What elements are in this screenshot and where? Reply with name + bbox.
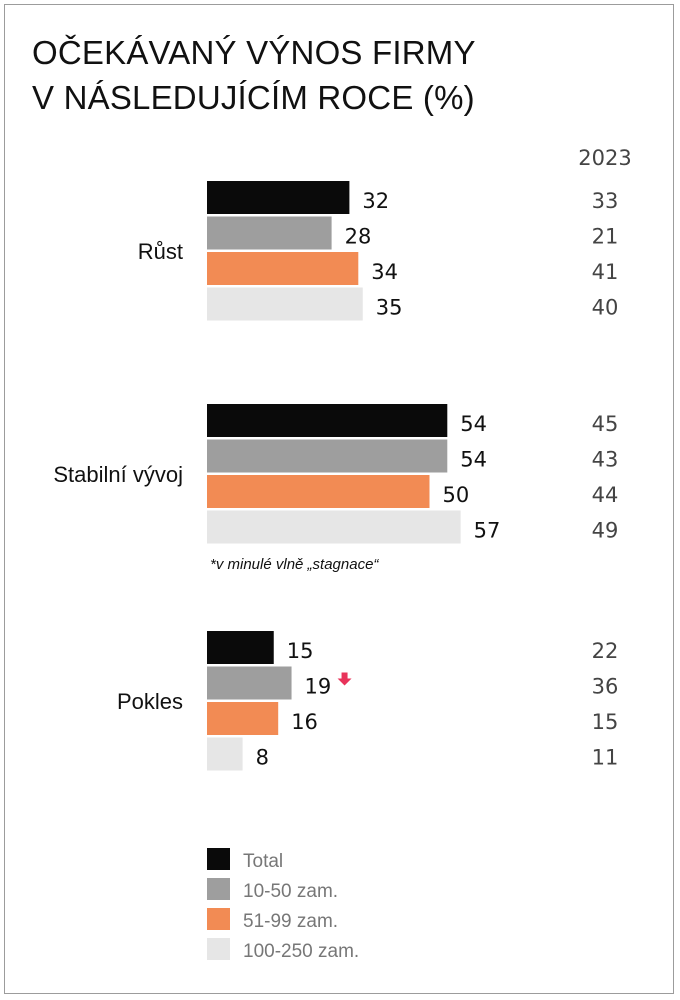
legend-label-51-99-zam: 51-99 zam. [243, 911, 338, 932]
comparison-value-rust-10-50-zam: 21 [592, 225, 619, 249]
bar-rust-51-99-zam [207, 252, 359, 285]
bar-stabilni-vyvoj-100-250-zam [207, 510, 461, 544]
chart-title: OČEKÁVANÝ VÝNOS FIRMY V NÁSLEDUJÍCÍM ROC… [32, 30, 476, 120]
comparison-value-stabilni-vyvoj-100-250-zam: 49 [592, 519, 619, 543]
bar-rust-total [207, 181, 350, 214]
comparison-value-pokles-100-250-zam: 11 [592, 746, 619, 770]
data-label-stabilni-vyvoj-total: 54 [460, 412, 487, 436]
bar-rust-100-250-zam [207, 287, 363, 321]
data-label-rust-10-50-zam: 28 [345, 225, 372, 249]
category-label-pokles: Pokles [117, 689, 183, 714]
bar-pokles-10-50-zam [207, 666, 292, 700]
legend-swatch-total [207, 848, 230, 870]
footnote-stagnace: *v minulé vlně „stagnace“ [210, 556, 379, 573]
bar-pokles-51-99-zam [207, 702, 279, 735]
bar-pokles-100-250-zam [207, 737, 243, 771]
bar-rust-10-50-zam [207, 216, 332, 250]
data-label-stabilni-vyvoj-10-50-zam: 54 [460, 448, 487, 472]
comparison-value-rust-51-99-zam: 41 [592, 260, 619, 284]
data-label-pokles-total: 15 [287, 639, 314, 663]
comparison-value-rust-100-250-zam: 40 [592, 296, 619, 320]
category-label-rust: Růst [138, 239, 183, 264]
down-arrow-icon [337, 672, 352, 686]
legend-label-100-250-zam: 100-250 zam. [243, 941, 359, 962]
bar-stabilni-vyvoj-51-99-zam [207, 475, 430, 508]
comparison-value-stabilni-vyvoj-51-99-zam: 44 [592, 483, 619, 507]
data-label-pokles-10-50-zam: 19 [305, 675, 332, 699]
comparison-value-pokles-51-99-zam: 15 [592, 710, 619, 734]
legend-swatch-100-250-zam [207, 938, 230, 960]
legend-label-10-50-zam: 10-50 zam. [243, 881, 338, 902]
comparison-value-stabilni-vyvoj-10-50-zam: 43 [592, 448, 619, 472]
legend-label-total: Total [243, 851, 283, 872]
legend-swatch-51-99-zam [207, 908, 230, 930]
bar-stabilni-vyvoj-10-50-zam [207, 439, 448, 473]
title-line-1: OČEKÁVANÝ VÝNOS FIRMY [32, 34, 476, 71]
data-label-rust-total: 32 [362, 189, 389, 213]
title-line-2: V NÁSLEDUJÍCÍM ROCE (%) [32, 79, 475, 116]
bar-pokles-total [207, 631, 274, 664]
comparison-value-rust-total: 33 [592, 189, 619, 213]
chart-frame [4, 4, 674, 994]
comparison-header: 2023 [578, 146, 631, 170]
data-label-stabilni-vyvoj-51-99-zam: 50 [443, 483, 470, 507]
data-label-pokles-100-250-zam: 8 [256, 746, 269, 770]
data-label-stabilni-vyvoj-100-250-zam: 57 [474, 519, 501, 543]
category-label-stabilni-vyvoj: Stabilní vývoj [53, 462, 183, 487]
data-label-rust-100-250-zam: 35 [376, 296, 403, 320]
data-label-rust-51-99-zam: 34 [371, 260, 398, 284]
comparison-value-pokles-10-50-zam: 36 [592, 675, 619, 699]
legend-swatch-10-50-zam [207, 878, 230, 900]
comparison-value-stabilni-vyvoj-total: 45 [592, 412, 619, 436]
comparison-value-pokles-total: 22 [592, 639, 619, 663]
data-label-pokles-51-99-zam: 16 [291, 710, 318, 734]
bar-stabilni-vyvoj-total [207, 404, 448, 437]
